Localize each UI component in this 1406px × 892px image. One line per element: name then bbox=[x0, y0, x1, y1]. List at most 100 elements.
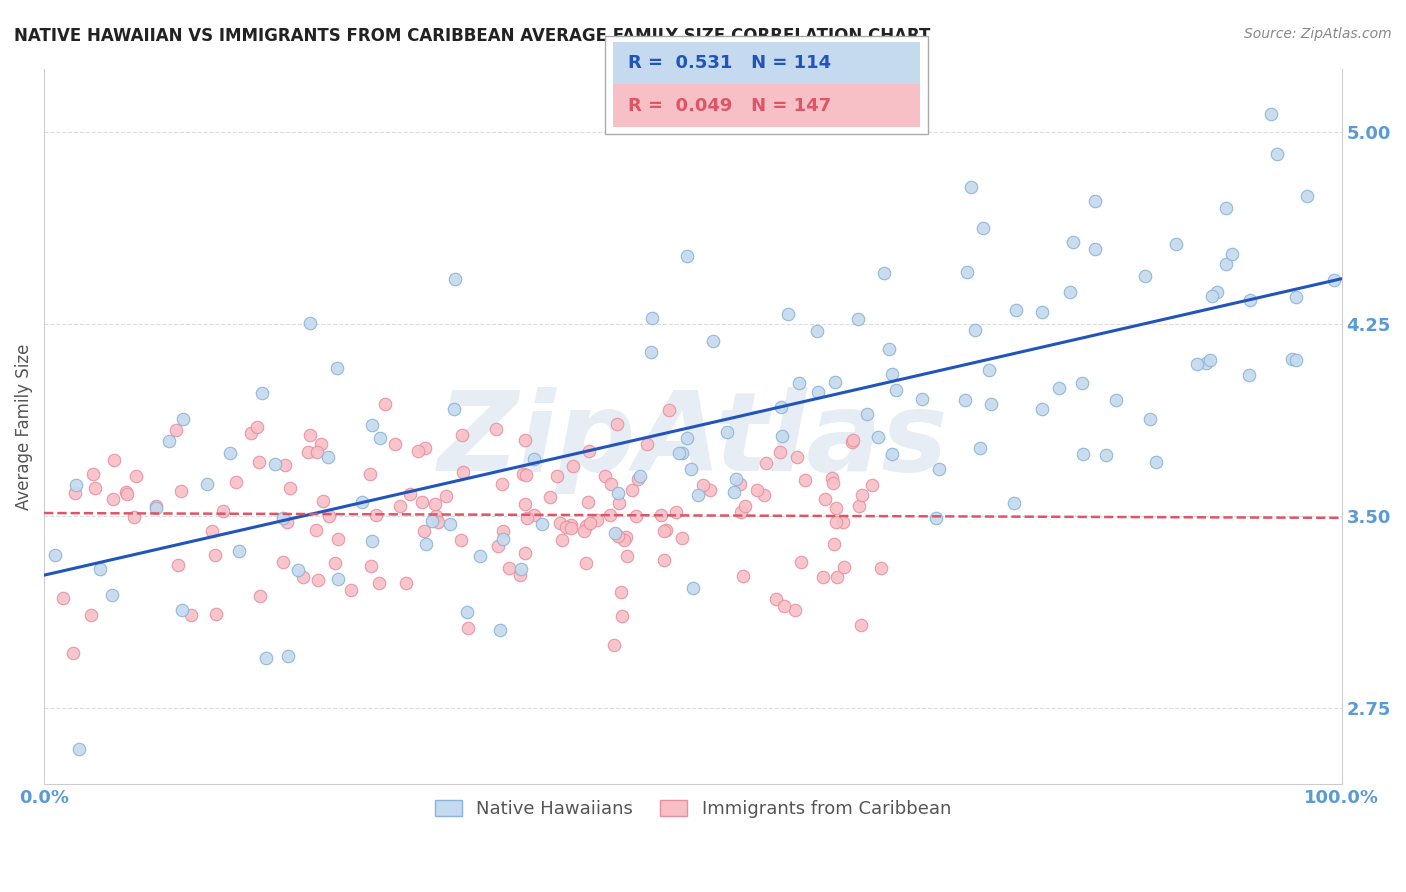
Point bbox=[323, 556, 346, 570]
Point bbox=[655, 524, 678, 538]
Point bbox=[298, 428, 321, 442]
Point bbox=[814, 492, 837, 507]
Point bbox=[627, 472, 650, 486]
Point bbox=[434, 489, 457, 503]
Point bbox=[561, 459, 583, 474]
Point bbox=[360, 559, 382, 574]
Point bbox=[415, 537, 437, 551]
Point bbox=[172, 411, 194, 425]
Point bbox=[52, 591, 75, 605]
Point bbox=[551, 533, 574, 547]
Point bbox=[658, 403, 681, 417]
Point bbox=[443, 402, 465, 417]
Point bbox=[877, 342, 900, 356]
Point bbox=[979, 362, 1001, 376]
Point bbox=[318, 509, 340, 524]
Point bbox=[523, 508, 546, 522]
Point bbox=[866, 430, 889, 444]
Point bbox=[451, 427, 474, 442]
Point bbox=[1071, 447, 1094, 461]
Point bbox=[851, 488, 873, 502]
Point bbox=[240, 426, 263, 441]
Point bbox=[676, 431, 699, 445]
Point bbox=[546, 469, 568, 483]
Point bbox=[1205, 285, 1227, 299]
Point bbox=[1031, 401, 1053, 416]
Point bbox=[794, 473, 817, 487]
Point bbox=[754, 488, 776, 502]
Point bbox=[406, 444, 429, 458]
Point bbox=[728, 476, 751, 491]
Point bbox=[360, 533, 382, 548]
Point bbox=[702, 334, 724, 348]
Point bbox=[824, 515, 846, 529]
Point bbox=[911, 392, 934, 406]
Point bbox=[1005, 303, 1028, 318]
Point bbox=[733, 569, 755, 583]
Point bbox=[305, 523, 328, 537]
Point bbox=[1139, 412, 1161, 426]
Point bbox=[350, 494, 373, 508]
Point bbox=[603, 638, 626, 652]
Point bbox=[972, 220, 994, 235]
Point bbox=[516, 511, 538, 525]
Point bbox=[509, 562, 531, 576]
Point bbox=[498, 561, 520, 575]
Point bbox=[250, 386, 273, 401]
Point bbox=[100, 588, 122, 602]
Point bbox=[326, 572, 349, 586]
Point bbox=[170, 483, 193, 498]
Point bbox=[122, 509, 145, 524]
Point bbox=[271, 510, 294, 524]
Point bbox=[579, 516, 602, 530]
Point bbox=[730, 505, 752, 519]
Point bbox=[755, 456, 778, 470]
Point bbox=[965, 323, 987, 337]
Point bbox=[593, 469, 616, 483]
Point bbox=[1185, 358, 1208, 372]
Point bbox=[607, 486, 630, 500]
Point bbox=[1062, 235, 1084, 249]
Point bbox=[675, 249, 697, 263]
Point bbox=[1059, 285, 1081, 300]
Point bbox=[616, 549, 638, 563]
Point bbox=[145, 499, 167, 513]
Point bbox=[716, 425, 738, 440]
Point bbox=[652, 553, 675, 567]
Point bbox=[778, 307, 800, 321]
Point bbox=[65, 478, 87, 492]
Point bbox=[640, 344, 662, 359]
Point bbox=[654, 524, 676, 538]
Point bbox=[620, 483, 643, 497]
Point bbox=[953, 392, 976, 407]
Point bbox=[576, 495, 599, 509]
Point bbox=[89, 562, 111, 576]
Point bbox=[928, 462, 950, 476]
Point bbox=[486, 539, 509, 553]
Point bbox=[699, 483, 721, 497]
Text: Source: ZipAtlas.com: Source: ZipAtlas.com bbox=[1244, 27, 1392, 41]
Point bbox=[686, 488, 709, 502]
Point bbox=[277, 649, 299, 664]
Point bbox=[765, 591, 787, 606]
Point bbox=[205, 607, 228, 622]
Point bbox=[180, 608, 202, 623]
Point bbox=[1002, 496, 1025, 510]
Point bbox=[457, 621, 479, 635]
Point bbox=[1260, 106, 1282, 120]
Point bbox=[613, 533, 636, 547]
Point bbox=[389, 500, 412, 514]
Point bbox=[626, 509, 648, 524]
Y-axis label: Average Family Size: Average Family Size bbox=[15, 343, 32, 509]
Point bbox=[1237, 368, 1260, 383]
Point bbox=[807, 385, 830, 400]
Point bbox=[734, 499, 756, 513]
Point bbox=[492, 532, 515, 546]
Point bbox=[636, 437, 658, 451]
Point bbox=[841, 434, 863, 449]
Point bbox=[769, 400, 792, 414]
Point bbox=[773, 599, 796, 614]
Point bbox=[1095, 448, 1118, 462]
Point bbox=[427, 515, 450, 529]
Point bbox=[1070, 376, 1092, 390]
